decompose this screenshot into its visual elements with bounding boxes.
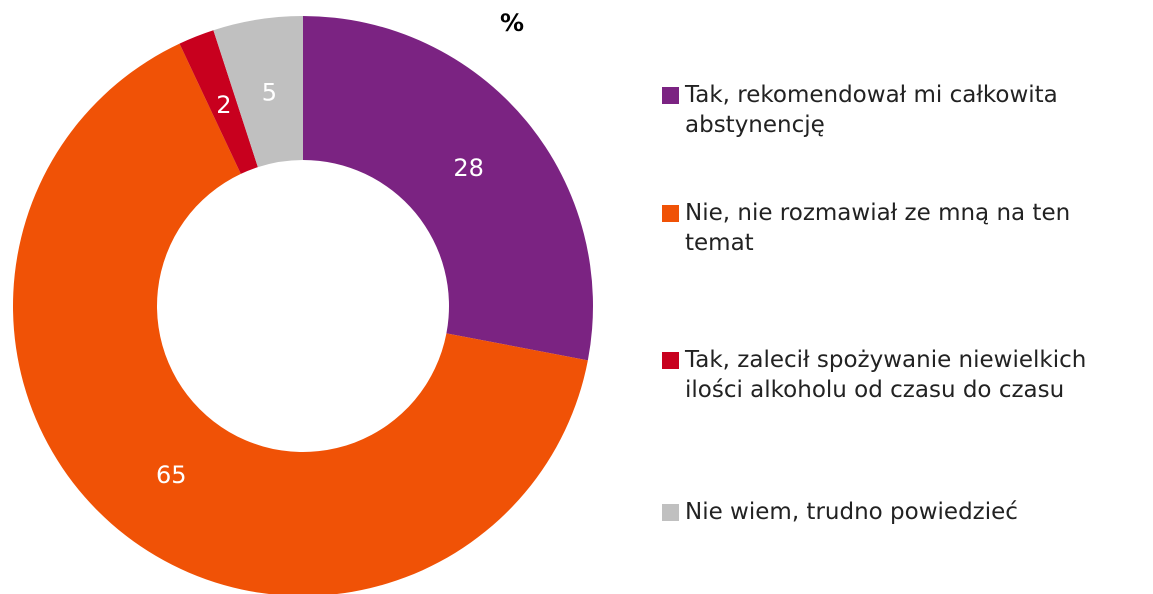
legend-swatch bbox=[662, 504, 679, 521]
legend-label: Tak, rekomendował mi całkowita abstynenc… bbox=[685, 82, 1058, 138]
data-label: 28 bbox=[453, 154, 484, 182]
legend-label: Nie wiem, trudno powiedzieć bbox=[685, 499, 1018, 525]
data-label: 5 bbox=[262, 79, 277, 107]
legend-item: Nie, nie rozmawiał ze mną na ten temat bbox=[662, 198, 1142, 258]
chart-title: % bbox=[500, 9, 524, 37]
legend-swatch bbox=[662, 87, 679, 104]
slice bbox=[13, 43, 588, 594]
legend-item: Tak, rekomendował mi całkowita abstynenc… bbox=[662, 80, 1142, 140]
slice bbox=[179, 30, 258, 174]
legend-item: Tak, zalecił spożywanie niewielkich iloś… bbox=[662, 345, 1142, 405]
legend-swatch bbox=[662, 352, 679, 369]
data-label: 65 bbox=[156, 461, 187, 489]
legend-swatch bbox=[662, 205, 679, 222]
slice bbox=[303, 16, 593, 361]
slice bbox=[213, 16, 303, 168]
data-label: 2 bbox=[216, 91, 231, 119]
legend-label: Tak, zalecił spożywanie niewielkich iloś… bbox=[685, 347, 1087, 403]
legend-item: Nie wiem, trudno powiedzieć bbox=[662, 497, 1142, 527]
legend-label: Nie, nie rozmawiał ze mną na ten temat bbox=[685, 200, 1071, 256]
